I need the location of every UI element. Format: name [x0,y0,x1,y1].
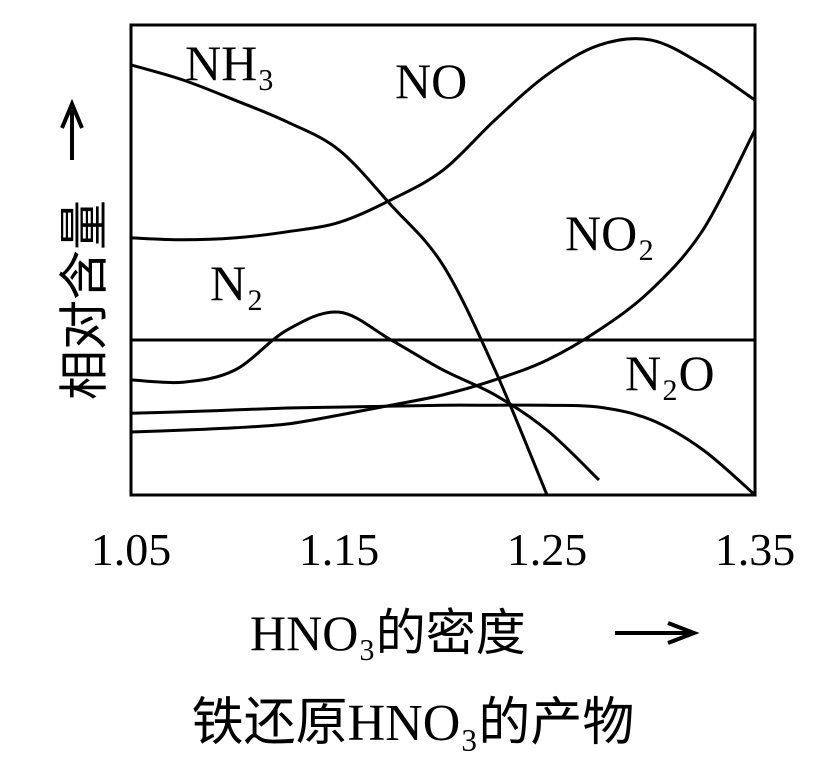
x-axis-label: HNO₃的密度 [250,605,526,661]
series-label: N₂O [625,345,715,401]
x-tick-label: 1.25 [507,524,588,575]
series-label: NO [395,53,467,109]
x-arrow [615,621,700,645]
plot-frame [129,23,757,497]
series-line [130,63,549,496]
series-line [130,129,757,434]
y-arrow [60,98,84,160]
x-tick-label: 1.15 [299,524,380,575]
x-tick-label: 1.35 [715,524,796,575]
series-label: NO₂ [565,205,655,261]
series-line [130,310,601,482]
y-axis-label: 相对含量 [56,200,112,400]
series-label: NH₃ [185,35,275,91]
series-line [130,37,756,242]
caption: 铁还原HNO₃的产物 [192,695,635,752]
series-label: N₂ [210,255,264,311]
series-line [130,403,756,497]
x-tick-label: 1.05 [91,524,172,575]
